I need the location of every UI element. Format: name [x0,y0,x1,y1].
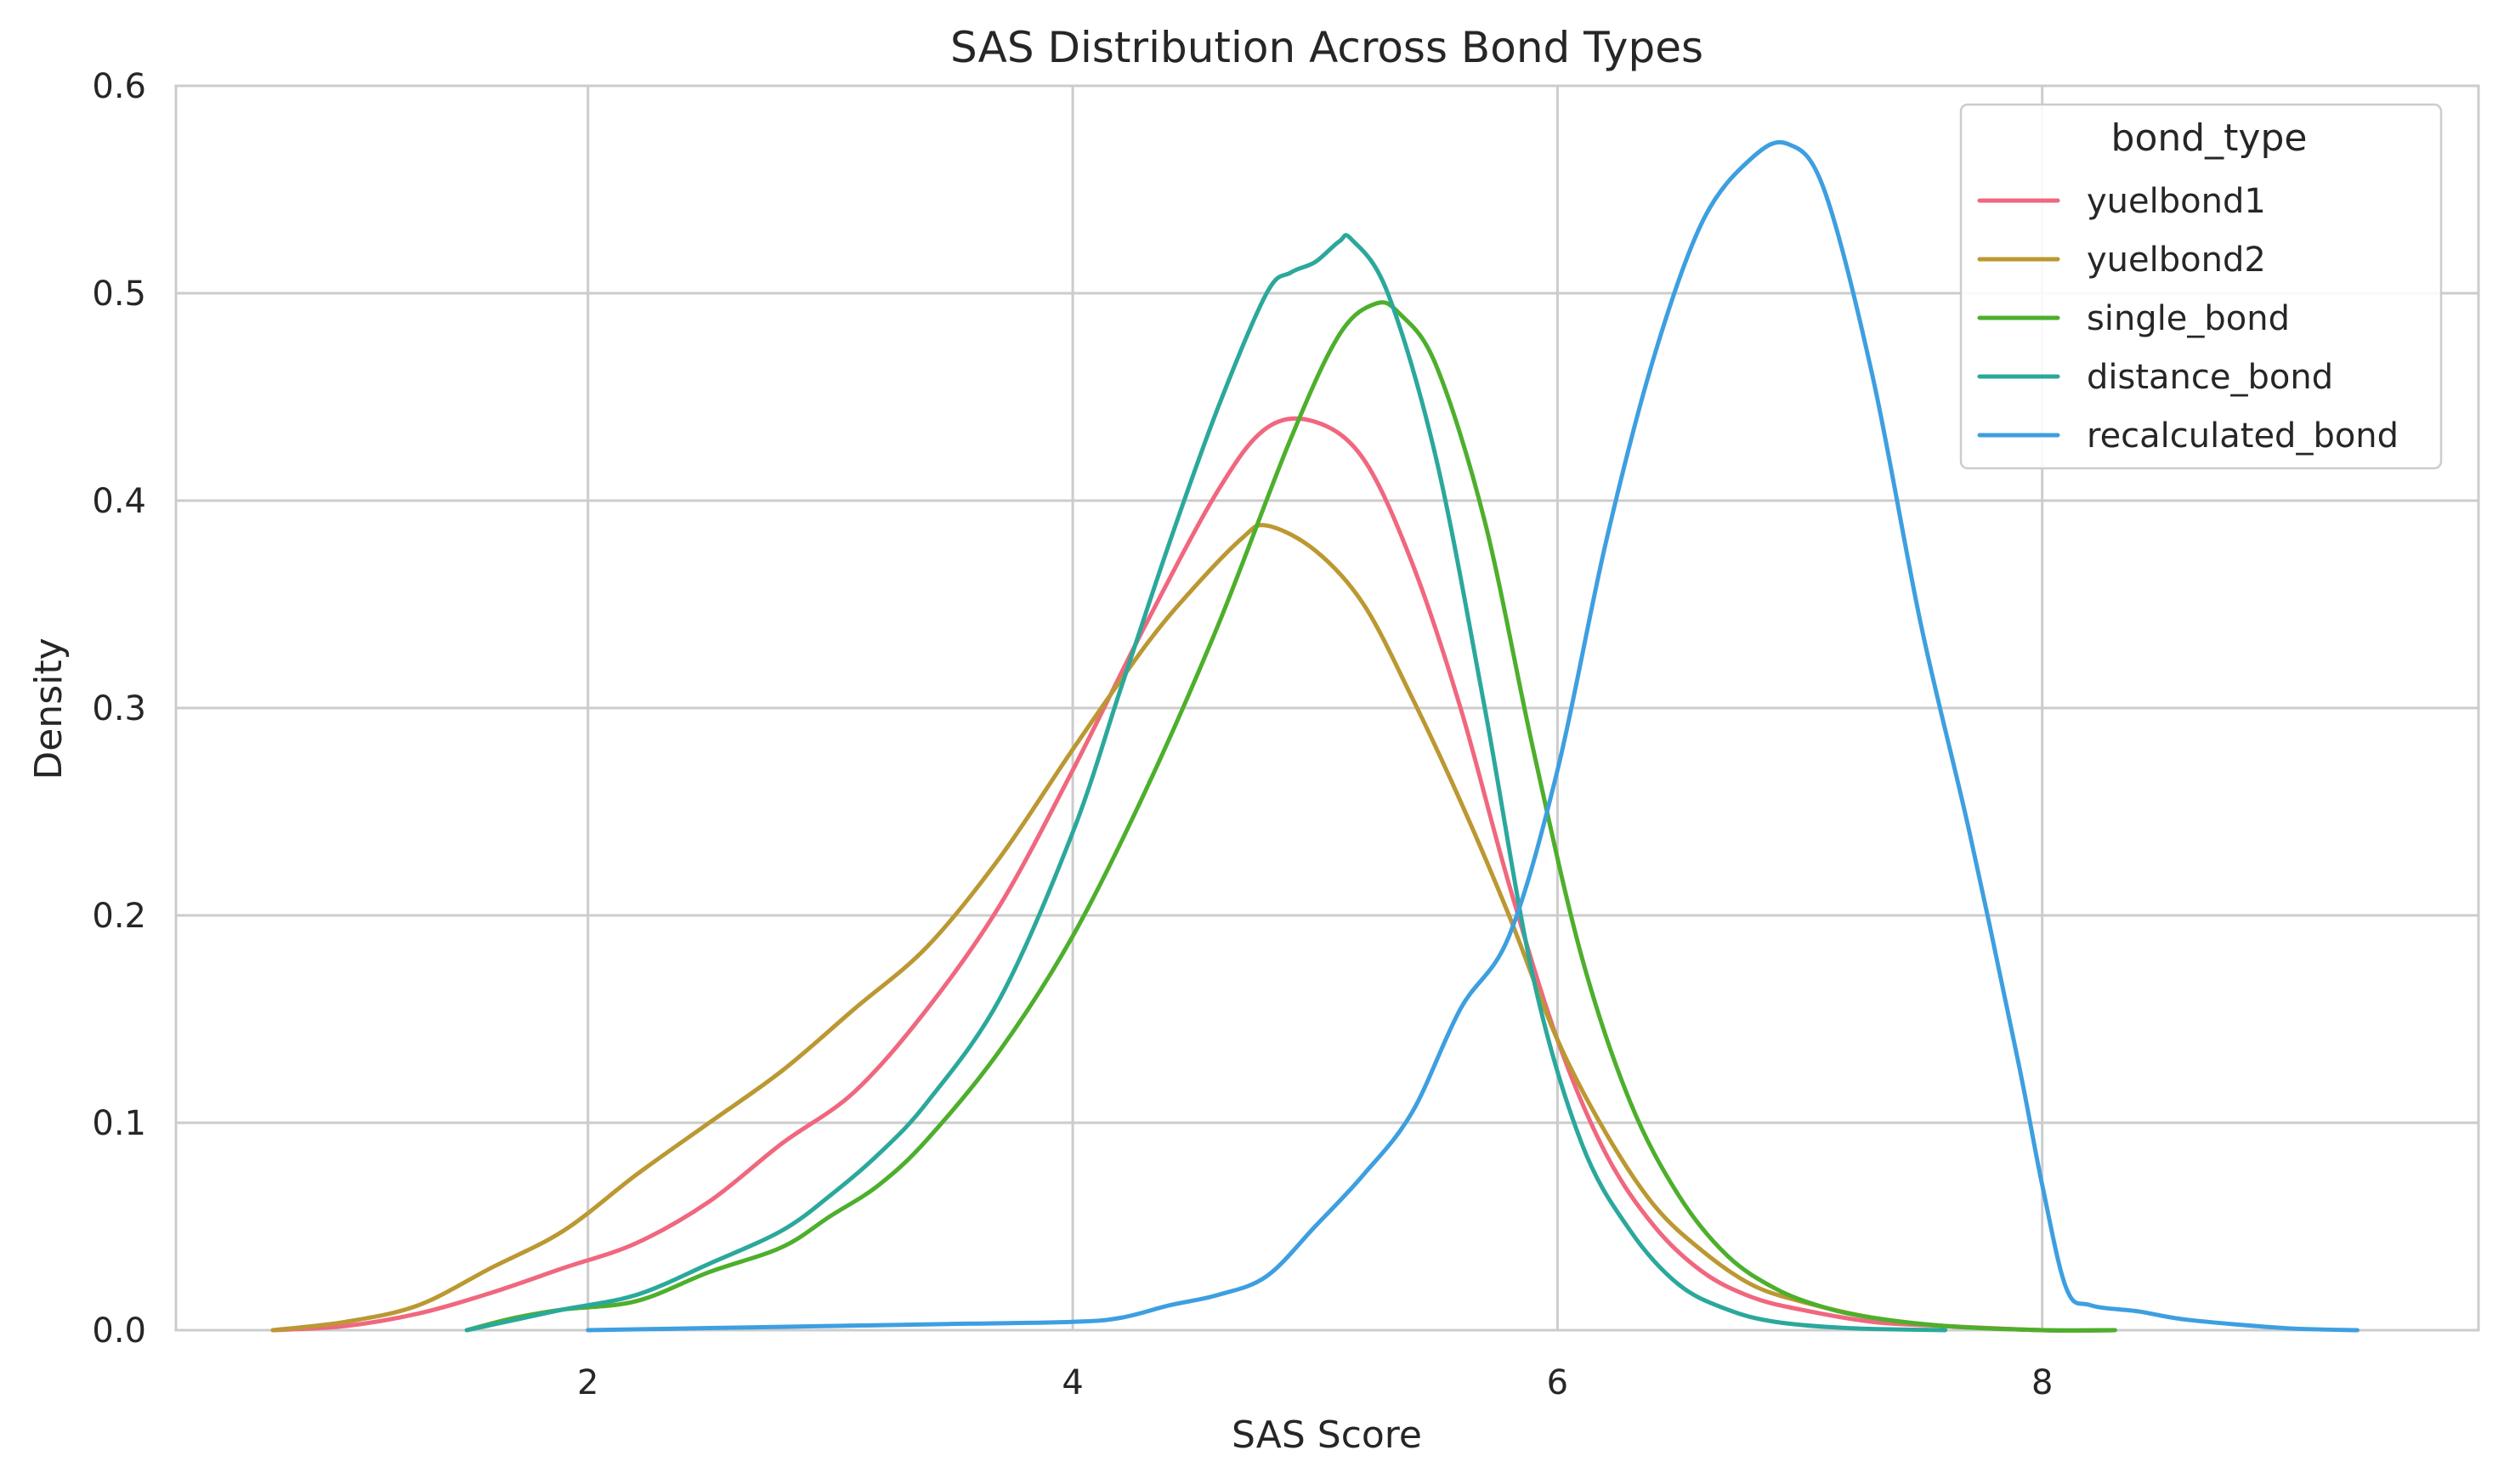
x-tick-labels: 2 4 6 8 [577,1363,2053,1402]
legend-title: bond_type [2111,116,2308,160]
x-tick-label: 4 [1062,1363,1083,1402]
legend-items: yuelbond1 yuelbond2 single_bond distance_bo… [1977,182,2399,456]
y-tick-label: 0.1 [92,1104,146,1143]
legend-box [1959,103,2443,470]
y-tick-label: 0.4 [92,482,146,521]
y-tick-label: 0.3 [92,689,146,728]
y-tick-label: 0.0 [92,1311,146,1351]
plot-frame [174,84,2480,1332]
series-line-distance_bond [464,233,1948,1333]
x-tick-label: 8 [2031,1363,2053,1402]
legend-label-yuelbond1: yuelbond1 [2087,182,2266,221]
y-tick-label: 0.5 [92,275,146,314]
x-axis-label: SAS Score [1232,1413,1422,1457]
x-tick-label: 2 [577,1363,598,1402]
legend-label-yuelbond2: yuelbond2 [2087,241,2266,280]
legend: bond_type yuelbond1 yuelbond2 single_bondd… [1959,103,2443,470]
y-tick-labels: 0.0 0.1 0.2 0.3 0.4 0.5 0.6 [92,67,146,1351]
chart-title: SAS Distribution Across Bond Types [950,23,1703,72]
series-lines [270,139,2360,1333]
legend-label-single_bond: single_bond [2087,299,2290,338]
series-line-single_bond [464,300,2117,1333]
y-tick-label: 0.2 [92,897,146,936]
series-line-yuelbond2 [270,523,2117,1333]
y-axis-label: Density [27,637,71,779]
legend-label-recalculated_bond: recalculated_bond [2087,416,2399,456]
series-line-yuelbond1 [270,416,2117,1333]
legend-label-distance_bond: distance_bond [2087,358,2333,397]
y-tick-label: 0.6 [92,67,146,106]
x-tick-label: 6 [1547,1363,1568,1402]
series-line-recalculated_bond [586,139,2360,1333]
